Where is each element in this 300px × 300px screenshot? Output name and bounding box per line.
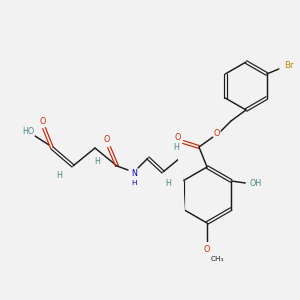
Text: H: H: [56, 172, 62, 181]
Text: O: O: [104, 136, 110, 145]
Text: O: O: [40, 116, 46, 125]
Text: O: O: [204, 244, 210, 253]
Text: Br: Br: [284, 61, 293, 70]
Text: H: H: [173, 143, 179, 152]
Text: N: N: [131, 169, 137, 178]
Text: CH₃: CH₃: [210, 256, 224, 262]
Text: OH: OH: [249, 178, 261, 188]
Text: O: O: [175, 134, 181, 142]
Text: H: H: [94, 157, 100, 166]
Text: O: O: [214, 128, 220, 137]
Text: HO: HO: [22, 128, 34, 136]
Text: H: H: [131, 180, 137, 186]
Text: H: H: [165, 179, 171, 188]
